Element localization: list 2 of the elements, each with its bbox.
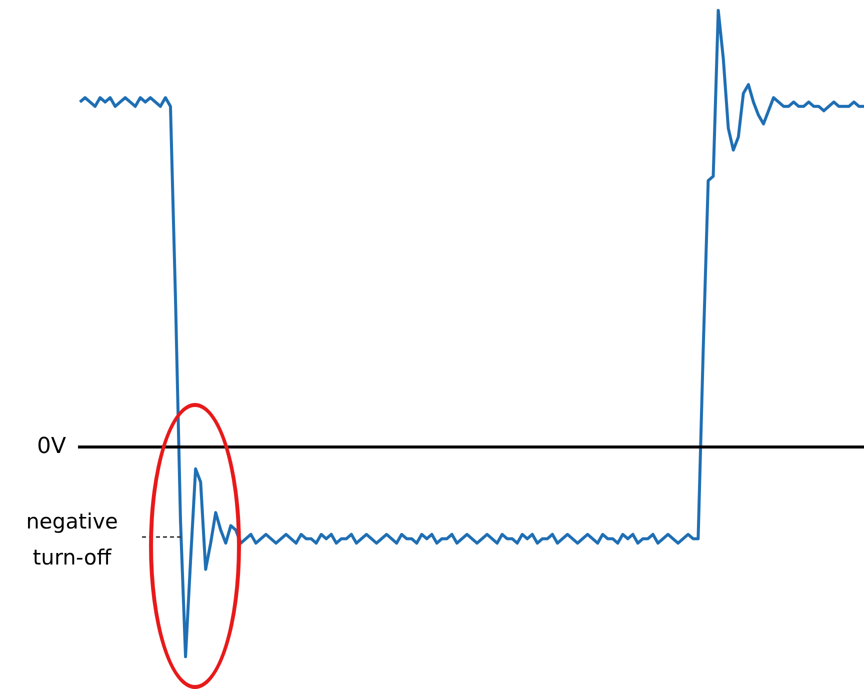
annotation: negative turn-off [26, 509, 118, 570]
ref-line-label: 0V [36, 434, 66, 459]
